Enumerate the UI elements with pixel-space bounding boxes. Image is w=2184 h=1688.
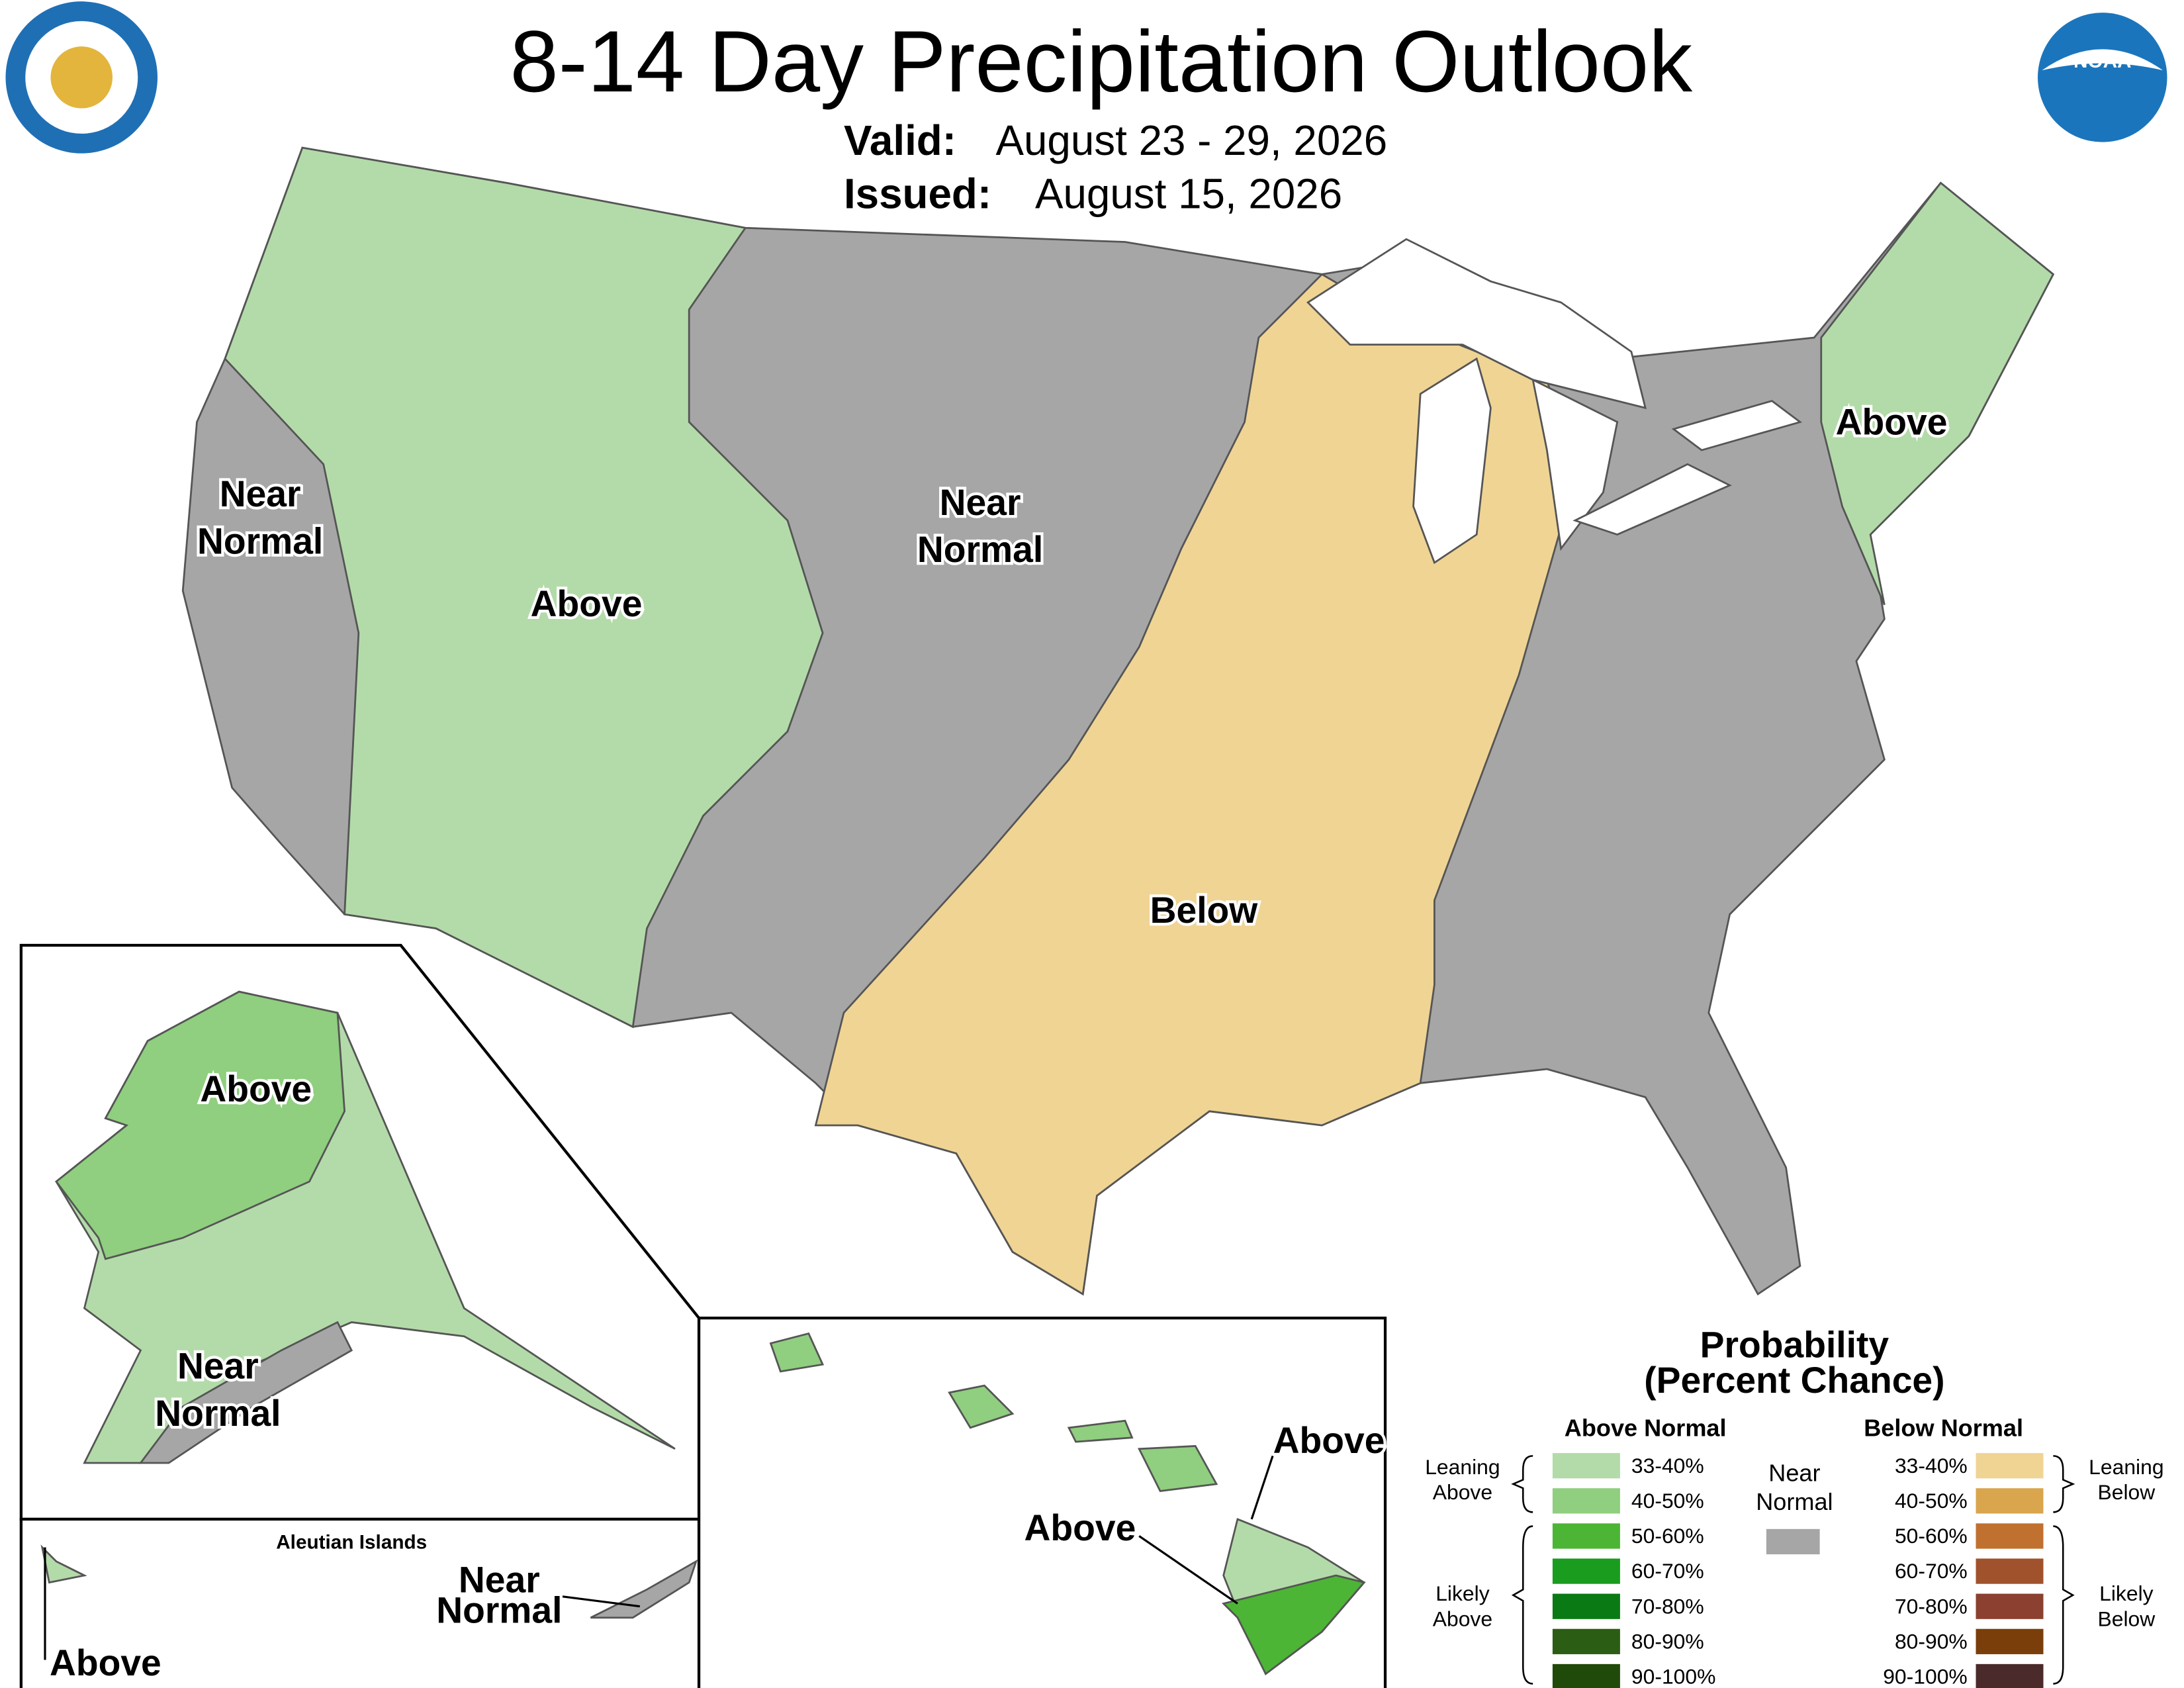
legend-label: 50-60%	[1631, 1524, 1704, 1548]
region-label: Above	[50, 1642, 161, 1683]
legend-swatch	[1976, 1558, 2044, 1584]
legend-label: 70-80%	[1895, 1594, 1968, 1618]
aleutian-inset	[19, 1517, 701, 1688]
region-label: Near	[177, 1345, 259, 1386]
commerce-logo	[5, 1, 158, 154]
lake-erie	[1572, 463, 1732, 536]
legend-heading: Below Normal	[1864, 1415, 2023, 1442]
legend-swatch	[1976, 1664, 2044, 1688]
legend-heading: Above Normal	[1565, 1415, 1727, 1442]
legend-swatch	[1976, 1593, 2044, 1619]
legend-swatch	[1976, 1523, 2044, 1549]
region-label: Near	[459, 1559, 540, 1600]
legend-swatch	[1976, 1488, 2044, 1514]
legend-label: 33-40%	[1895, 1454, 1968, 1477]
region-label: Normal	[917, 529, 1043, 570]
region-label: Normal	[436, 1589, 562, 1630]
legend-brace	[1511, 1455, 1533, 1513]
legend-group: Below	[2097, 1607, 2156, 1630]
valid-label: Valid:	[844, 117, 956, 164]
legend-label: 90-100%	[1883, 1665, 1968, 1688]
legend-swatch	[1976, 1453, 2044, 1479]
legend-group: Above	[1433, 1607, 1492, 1630]
alaska-southwest	[138, 1321, 353, 1464]
legend-label: 50-60%	[1895, 1524, 1968, 1548]
issued-date: August 15, 2026	[1035, 170, 1342, 218]
legend-label: 60-70%	[1631, 1559, 1704, 1583]
legend-label: 40-50%	[1631, 1489, 1704, 1513]
inset-title: Aleutian Islands	[276, 1532, 427, 1554]
legend-title: Probability	[1700, 1325, 1889, 1366]
region-label: Normal	[155, 1393, 281, 1434]
legend-swatch	[1552, 1664, 1620, 1688]
legend-label: 90-100%	[1631, 1665, 1716, 1688]
alaska-north-above	[55, 990, 346, 1260]
kauai	[769, 1332, 825, 1373]
oahu	[948, 1384, 1015, 1429]
legend-group: Likely	[2099, 1581, 2154, 1605]
legend-group: Leaning	[2089, 1455, 2163, 1479]
legend-brace	[1511, 1525, 1533, 1685]
aleutian-east	[590, 1559, 698, 1619]
legend-group: Above	[1433, 1480, 1492, 1504]
legend-swatch	[1552, 1488, 1620, 1514]
west-above-region	[224, 146, 824, 1029]
lake-ontario	[1671, 400, 1802, 451]
legend-brace	[2053, 1525, 2075, 1685]
svg-text:NOAA: NOAA	[2073, 50, 2132, 72]
title: 8-14 Day Precipitation Outlook	[510, 13, 1693, 110]
legend-group: Below	[2097, 1480, 2156, 1504]
legend-swatch	[1552, 1523, 1620, 1549]
legend-brace	[2053, 1455, 2075, 1513]
issued-label: Issued:	[844, 170, 991, 218]
region-label: Above	[1836, 402, 1948, 443]
maui	[1138, 1445, 1218, 1492]
legend-swatch	[1552, 1628, 1620, 1654]
region-label: Above	[200, 1068, 312, 1109]
region-label: Above	[1024, 1507, 1136, 1548]
lake-michigan	[1412, 357, 1492, 565]
aleutian-pointer	[562, 1595, 641, 1608]
noaa-logo: NOAA	[2038, 13, 2167, 142]
hawaii-pointer	[1250, 1455, 1274, 1520]
legend-label: 80-90%	[1895, 1629, 1968, 1653]
legend-label: 60-70%	[1895, 1559, 1968, 1583]
legend-swatch	[1766, 1528, 1820, 1555]
legend-swatch	[1552, 1593, 1620, 1619]
lake-superior	[1306, 238, 1647, 410]
legend-label: 33-40%	[1631, 1454, 1704, 1477]
molokai	[1067, 1419, 1134, 1443]
hawaii-pointer	[1138, 1535, 1238, 1605]
region-label: Above	[531, 583, 643, 624]
big-island-south	[1221, 1574, 1366, 1675]
legend-group: Leaning	[1425, 1455, 1500, 1479]
valid-dates: August 23 - 29, 2026	[995, 117, 1387, 164]
legend-swatch	[1976, 1628, 2044, 1654]
region-label: Above	[1273, 1420, 1385, 1461]
region-label: Near	[220, 473, 301, 514]
region-label: Below	[1150, 890, 1259, 931]
legend-label: Near	[1768, 1460, 1820, 1487]
legend-label: 80-90%	[1631, 1629, 1704, 1653]
northeast-above-region	[1820, 181, 2055, 606]
legend-swatch	[1552, 1453, 1620, 1479]
region-label: Near	[940, 482, 1021, 523]
legend-label: 70-80%	[1631, 1594, 1704, 1618]
legend-swatch	[1552, 1558, 1620, 1584]
legend-group: Likely	[1435, 1581, 1490, 1605]
central-below-region	[814, 273, 1576, 1296]
legend-label: 40-50%	[1895, 1489, 1968, 1513]
aleutian-west	[40, 1544, 87, 1584]
region-label: Normal	[197, 520, 323, 561]
legend-title: (Percent Chance)	[1644, 1360, 1944, 1401]
legend-label: Normal	[1756, 1488, 1833, 1515]
